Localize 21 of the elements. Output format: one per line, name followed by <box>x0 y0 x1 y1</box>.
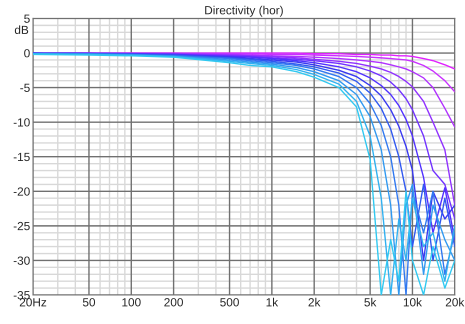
x-tick-label: 5k <box>364 298 376 306</box>
x-tick-label: 200 <box>164 298 183 306</box>
x-tick-label: 500 <box>220 298 239 306</box>
x-tick-label: 10k <box>404 298 422 306</box>
x-tick-label: 100 <box>122 298 141 306</box>
y-tick-label: -35 <box>14 291 30 300</box>
y-tick-label: 5 <box>24 14 30 23</box>
y-tick-label: 0 <box>24 49 30 58</box>
x-tick-label: 2k <box>308 298 320 306</box>
x-tick-label: 20k <box>446 298 464 306</box>
y-tick-label: -10 <box>14 118 30 127</box>
x-tick-label: 1k <box>266 298 278 306</box>
chart-title: Directivity (hor) <box>205 6 283 17</box>
y-tick-label: -15 <box>14 152 30 162</box>
y-tick-label: -25 <box>14 222 30 230</box>
y-tick-label: -20 <box>14 187 30 196</box>
y-tick-label: -30 <box>14 256 30 265</box>
x-tick-label: 50 <box>82 298 96 306</box>
y-axis-title: dB <box>14 25 28 34</box>
x-tick-label: 20Hz <box>20 298 46 306</box>
y-tick-label: -5 <box>20 84 30 92</box>
